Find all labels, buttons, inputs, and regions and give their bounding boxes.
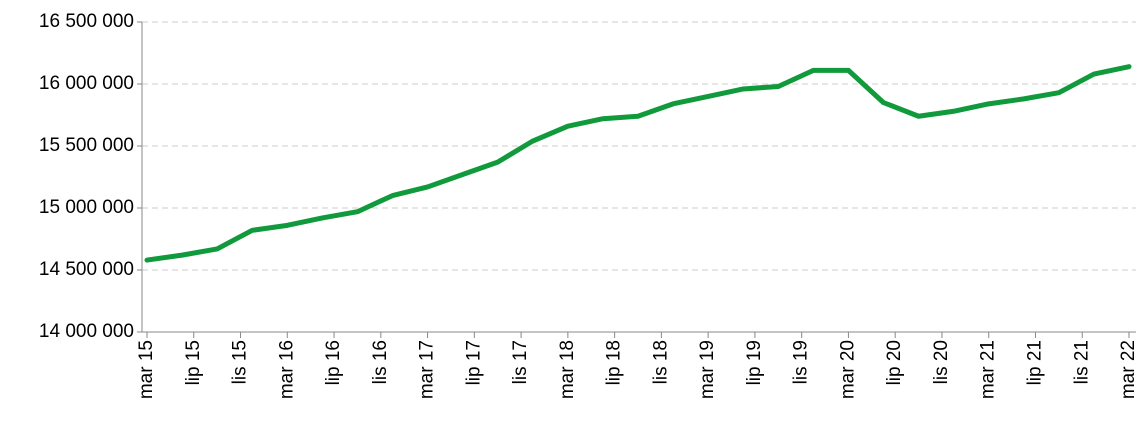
x-tick-label: mar 17 — [417, 340, 438, 399]
x-tick-label: lis 17 — [510, 340, 531, 384]
x-tick-label: lip 19 — [744, 340, 765, 385]
x-tick-label: lis 15 — [230, 340, 251, 384]
x-tick-label: lis 20 — [931, 340, 952, 384]
y-tick-label: 14 000 000 — [39, 321, 134, 342]
x-tick-label: lis 18 — [650, 340, 671, 384]
x-tick-label: mar 16 — [276, 340, 297, 399]
x-tick-label: lip 16 — [323, 340, 344, 385]
x-tick-label: lip 18 — [604, 340, 625, 385]
x-tick-label: lip 17 — [463, 340, 484, 385]
x-tick-label: mar 21 — [978, 340, 999, 399]
line-series — [144, 64, 1132, 263]
x-tick-label: lis 16 — [370, 340, 391, 384]
x-tick-label: mar 22 — [1118, 340, 1139, 399]
x-tick-label: mar 15 — [136, 340, 157, 399]
y-tick-label: 14 500 000 — [39, 259, 134, 280]
x-tick-label: lip 20 — [884, 340, 905, 385]
x-tick-label: lip 21 — [1024, 340, 1045, 385]
x-tick-label: mar 18 — [557, 340, 578, 399]
x-tick-label: lip 15 — [183, 340, 204, 385]
y-tick-label: 16 500 000 — [39, 11, 134, 32]
x-tick-label: mar 19 — [697, 340, 718, 399]
y-tick-label: 15 500 000 — [39, 135, 134, 156]
x-tick-label: lis 19 — [791, 340, 812, 384]
x-tick-label: mar 20 — [837, 340, 858, 399]
y-tick-label: 16 000 000 — [39, 73, 134, 94]
y-tick-label: 15 000 000 — [39, 197, 134, 218]
x-tick-label: lis 21 — [1071, 340, 1092, 384]
